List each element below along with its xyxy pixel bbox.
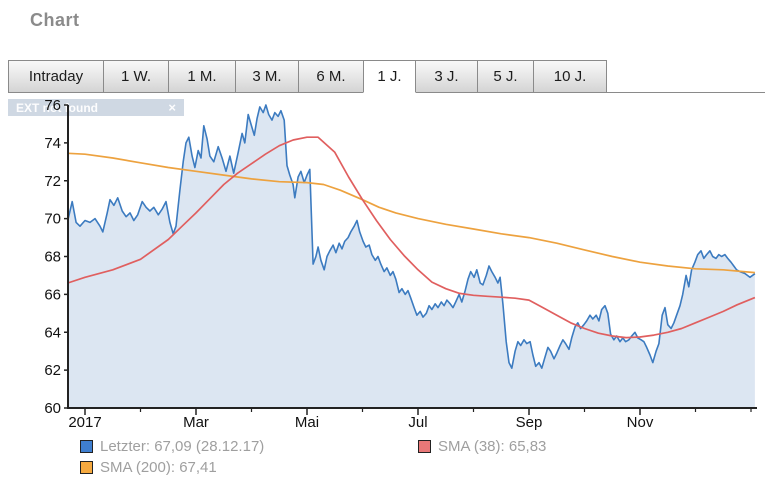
y-tick-label: 70 [44,211,61,228]
sma200-line [67,152,755,274]
x-tick-label: Mai [295,414,319,431]
legend-swatch [418,440,431,453]
tab-3-j[interactable]: 3 J. [415,60,478,92]
badge-text: EXT not found [16,100,98,115]
close-icon[interactable]: × [168,100,176,115]
area-fill [67,105,755,408]
tab-1-m[interactable]: 1 M. [168,60,236,92]
y-tick-label: 76 [44,97,61,114]
y-tick-label: 64 [44,324,61,341]
tab-1-j[interactable]: 1 J. [363,60,416,93]
y-tick-label: 60 [44,400,61,417]
sma38-line [67,136,756,339]
y-tick-label: 66 [44,286,61,303]
letzter-line [67,104,756,370]
x-tick-label: 2017 [68,414,101,431]
x-tick-label: Jul [408,414,427,431]
y-tick-label: 68 [44,249,61,266]
legend-swatch [80,440,93,453]
tab-5-j[interactable]: 5 J. [477,60,534,92]
notification-badge: EXT not found × [8,99,184,116]
legend-item-letzter: Letzter: 67,09 (28.12.17) [80,438,264,455]
x-tick-label: Sep [516,414,543,431]
tab-intraday[interactable]: Intraday [8,60,104,92]
legend-item-sma200: SMA (200): 67,41 [80,459,217,476]
legend-label: SMA (200): 67,41 [100,459,217,476]
legend-label: Letzter: 67,09 (28.12.17) [100,438,265,455]
x-tick-label: Nov [627,414,654,431]
x-tick-label: Mar [183,414,209,431]
y-tick-label: 74 [44,135,61,152]
y-tick-label: 72 [44,173,61,190]
tab-3-m[interactable]: 3 M. [235,60,299,92]
page-title: Chart [30,10,80,30]
tab-10-j[interactable]: 10 J. [533,60,607,92]
y-tick-label: 62 [44,362,61,379]
tab-6-m[interactable]: 6 M. [298,60,364,92]
legend-item-sma38: SMA (38): 65,83 [418,438,546,455]
period-tab-bar: Intraday 1 W. 1 M. 3 M. 6 M. 1 J. 3 J. 5 J. 10 J… [8,59,765,93]
legend-label: SMA (38): 65,83 [438,438,547,455]
legend-swatch [80,461,93,474]
